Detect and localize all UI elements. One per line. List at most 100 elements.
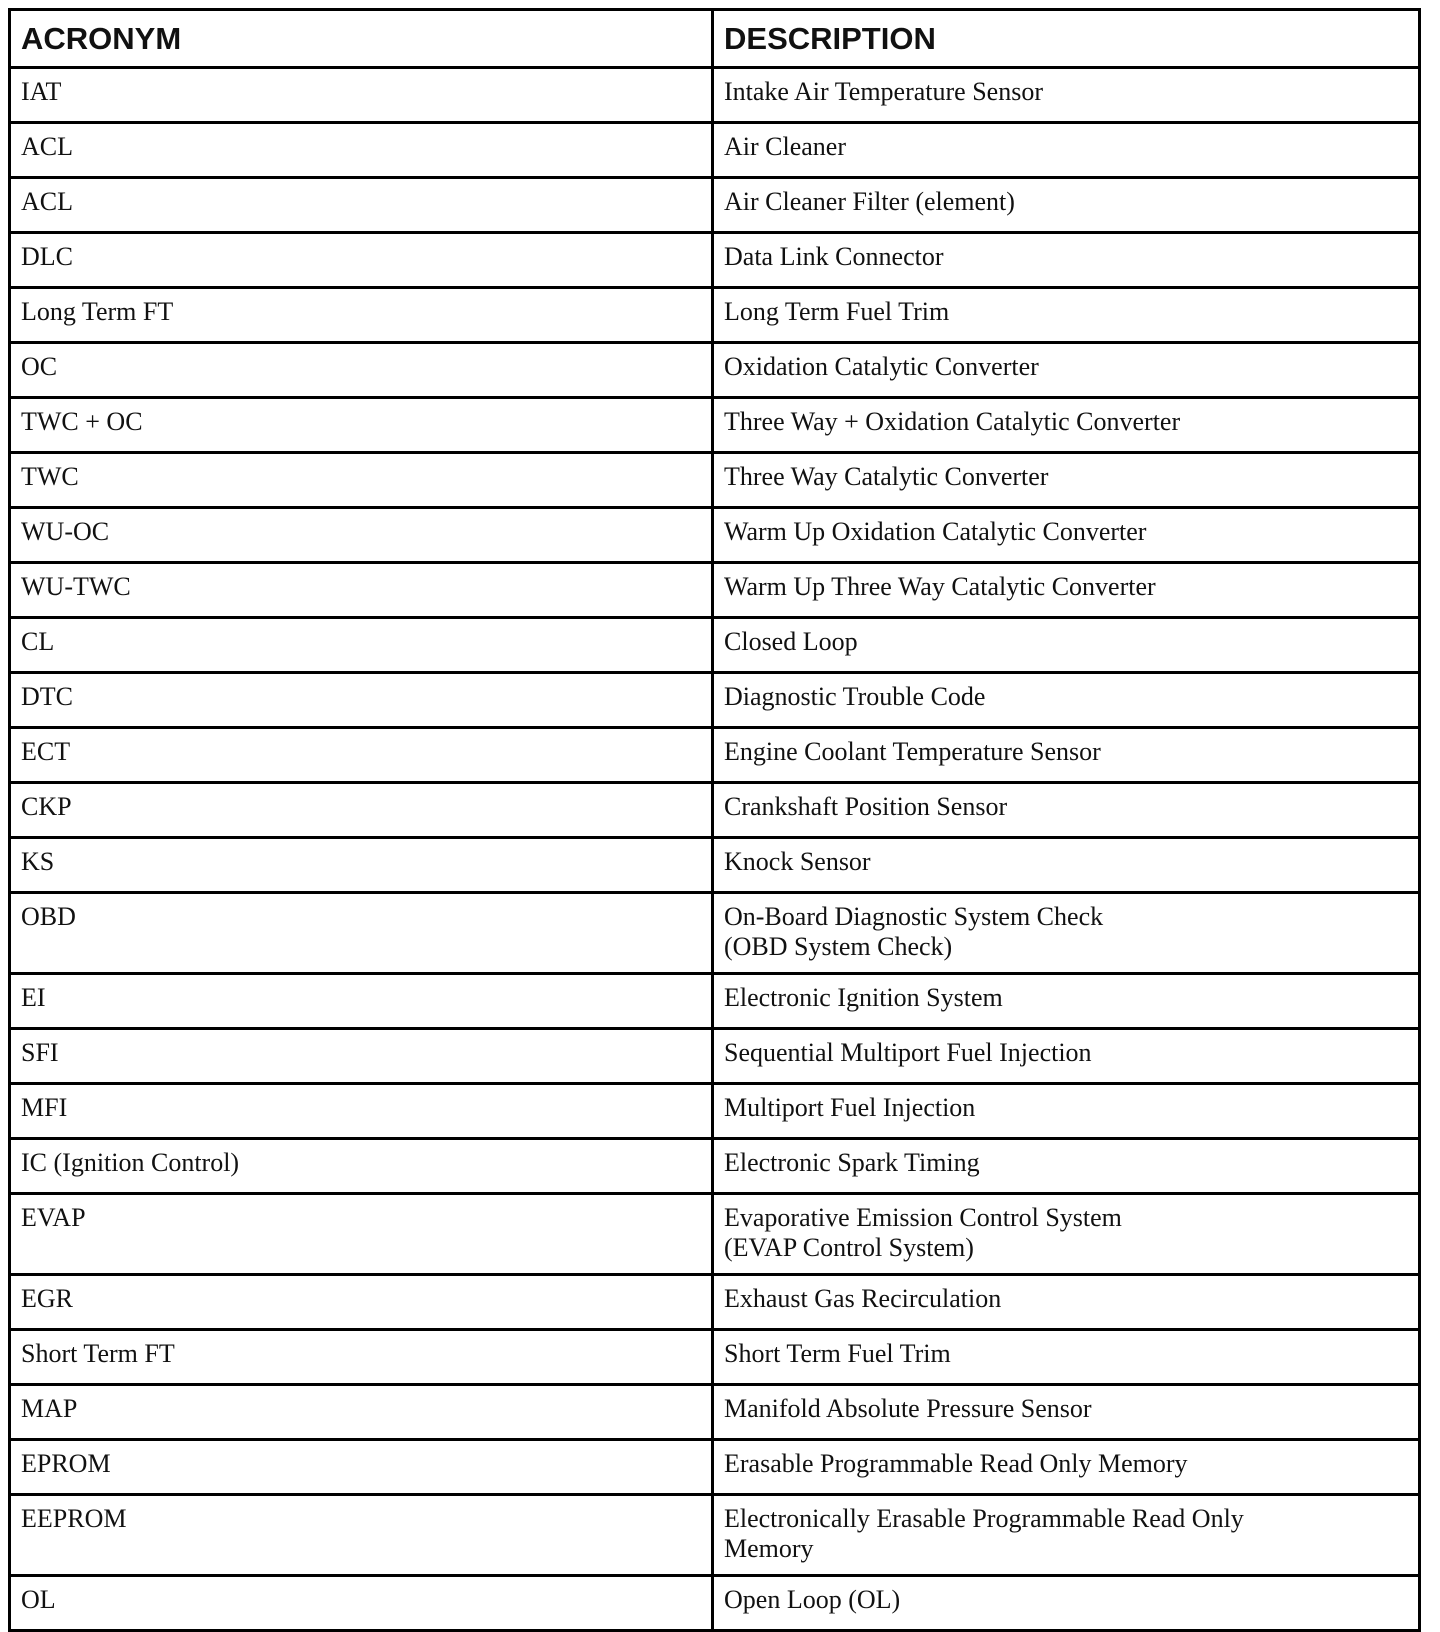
description-line: Oxidation Catalytic Converter: [724, 352, 1039, 381]
table-row: DTC Diagnostic Trouble Code: [8, 671, 1421, 729]
description-line: Three Way Catalytic Converter: [724, 462, 1049, 491]
description-cell: Air Cleaner: [711, 121, 1421, 179]
header-acronym: ACRONYM: [8, 8, 714, 69]
description-cell: Knock Sensor: [711, 836, 1421, 894]
acronym-cell: Short Term FT: [8, 1328, 714, 1386]
table-row: EI Electronic Ignition System: [8, 972, 1421, 1030]
description-line: On-Board Diagnostic System Check: [724, 902, 1104, 931]
description-cell: Air Cleaner Filter (element): [711, 176, 1421, 234]
description-cell: Electronically Erasable Programmable Rea…: [711, 1493, 1421, 1577]
description-line: Warm Up Oxidation Catalytic Converter: [724, 517, 1147, 546]
description-cell: Data Link Connector: [711, 231, 1421, 289]
description-cell: Evaporative Emission Control System (EVAP…: [711, 1192, 1421, 1276]
acronym-cell: MFI: [8, 1082, 714, 1140]
table-row: TWC + OC Three Way + Oxidation Catalytic …: [8, 396, 1421, 454]
table-row: Short Term FT Short Term Fuel Trim: [8, 1328, 1421, 1386]
acronym-cell: KS: [8, 836, 714, 894]
table-row: WU-TWC Warm Up Three Way Catalytic Conver…: [8, 561, 1421, 619]
acronym-cell: IAT: [8, 66, 714, 124]
description-cell: Three Way Catalytic Converter: [711, 451, 1421, 509]
description-cell: Electronic Spark Timing: [711, 1137, 1421, 1195]
description-cell: Warm Up Three Way Catalytic Converter: [711, 561, 1421, 619]
description-cell: Manifold Absolute Pressure Sensor: [711, 1383, 1421, 1441]
acronym-cell: Long Term FT: [8, 286, 714, 344]
acronym-cell: CKP: [8, 781, 714, 839]
description-cell: Sequential Multiport Fuel Injection: [711, 1027, 1421, 1085]
description-cell: Intake Air Temperature Sensor: [711, 66, 1421, 124]
acronym-cell: WU-TWC: [8, 561, 714, 619]
acronym-cell: MAP: [8, 1383, 714, 1441]
acronym-cell: EVAP: [8, 1192, 714, 1276]
table-row: OC Oxidation Catalytic Converter: [8, 341, 1421, 399]
table-row: IAT Intake Air Temperature Sensor: [8, 66, 1421, 124]
description-cell: On-Board Diagnostic System Check (OBD Sys…: [711, 891, 1421, 975]
table-row: ACL Air Cleaner Filter (element): [8, 176, 1421, 234]
description-cell: Crankshaft Position Sensor: [711, 781, 1421, 839]
acronym-cell: ACL: [8, 176, 714, 234]
acronym-cell: OC: [8, 341, 714, 399]
description-cell: Erasable Programmable Read Only Memory: [711, 1438, 1421, 1496]
table-row: CKP Crankshaft Position Sensor: [8, 781, 1421, 839]
description-line: Erasable Programmable Read Only Memory: [724, 1449, 1188, 1478]
description-cell: Short Term Fuel Trim: [711, 1328, 1421, 1386]
acronym-cell: TWC: [8, 451, 714, 509]
description-line: Short Term Fuel Trim: [724, 1339, 951, 1368]
description-line: Manifold Absolute Pressure Sensor: [724, 1394, 1092, 1423]
description-line: Closed Loop: [724, 627, 858, 656]
description-cell: Open Loop (OL): [711, 1574, 1421, 1632]
acronym-cell: EGR: [8, 1273, 714, 1331]
description-cell: Oxidation Catalytic Converter: [711, 341, 1421, 399]
description-line-2: Memory: [724, 1534, 814, 1563]
acronym-cell: OL: [8, 1574, 714, 1632]
description-line: Diagnostic Trouble Code: [724, 682, 986, 711]
description-line: Long Term Fuel Trim: [724, 297, 950, 326]
description-line-2: (EVAP Control System): [724, 1233, 974, 1262]
description-line: Data Link Connector: [724, 242, 944, 271]
description-line: Air Cleaner: [724, 132, 847, 161]
acronym-cell: EI: [8, 972, 714, 1030]
acronym-cell: WU-OC: [8, 506, 714, 564]
table-row: WU-OC Warm Up Oxidation Catalytic Convert…: [8, 506, 1421, 564]
acronym-cell: DTC: [8, 671, 714, 729]
description-line: Exhaust Gas Recirculation: [724, 1284, 1002, 1313]
acronym-cell: DLC: [8, 231, 714, 289]
description-line: Knock Sensor: [724, 847, 871, 876]
description-cell: Multiport Fuel Injection: [711, 1082, 1421, 1140]
acronym-cell: OBD: [8, 891, 714, 975]
description-line: Air Cleaner Filter (element): [724, 187, 1015, 216]
table-row: ECT Engine Coolant Temperature Sensor: [8, 726, 1421, 784]
table-row: IC (Ignition Control) Electronic Spark Ti…: [8, 1137, 1421, 1195]
table-row: SFI Sequential Multiport Fuel Injection: [8, 1027, 1421, 1085]
acronym-cell: IC (Ignition Control): [8, 1137, 714, 1195]
header-row: ACRONYM DESCRIPTION: [8, 8, 1421, 69]
description-line: Electronic Ignition System: [724, 983, 1003, 1012]
description-line: Warm Up Three Way Catalytic Converter: [724, 572, 1156, 601]
table-row: TWC Three Way Catalytic Converter: [8, 451, 1421, 509]
description-line: Multiport Fuel Injection: [724, 1093, 976, 1122]
acronym-cell: SFI: [8, 1027, 714, 1085]
description-line: Three Way + Oxidation Catalytic Converte…: [724, 407, 1181, 436]
table-row: EVAP Evaporative Emission Control System(…: [8, 1192, 1421, 1276]
table-row: OBD On-Board Diagnostic System Check (OBD …: [8, 891, 1421, 975]
acronym-table: ACRONYM DESCRIPTION IAT Intake Air Temper…: [8, 8, 1421, 1632]
description-cell: Closed Loop: [711, 616, 1421, 674]
description-line: Crankshaft Position Sensor: [724, 792, 1008, 821]
description-line: Open Loop (OL): [724, 1585, 901, 1614]
table-row: MFI Multiport Fuel Injection: [8, 1082, 1421, 1140]
description-cell: Engine Coolant Temperature Sensor: [711, 726, 1421, 784]
description-cell: Exhaust Gas Recirculation: [711, 1273, 1421, 1331]
acronym-cell: ECT: [8, 726, 714, 784]
description-line: Evaporative Emission Control System: [724, 1203, 1122, 1232]
acronym-cell: CL: [8, 616, 714, 674]
acronym-cell: ACL: [8, 121, 714, 179]
description-cell: Long Term Fuel Trim: [711, 286, 1421, 344]
table-row: CL Closed Loop: [8, 616, 1421, 674]
description-line: Intake Air Temperature Sensor: [724, 77, 1043, 106]
acronym-cell: EPROM: [8, 1438, 714, 1496]
description-cell: Three Way + Oxidation Catalytic Converte…: [711, 396, 1421, 454]
table-row: KS Knock Sensor: [8, 836, 1421, 894]
table-row: MAP Manifold Absolute Pressure Sensor: [8, 1383, 1421, 1441]
table-row: ACL Air Cleaner: [8, 121, 1421, 179]
description-cell: Diagnostic Trouble Code: [711, 671, 1421, 729]
acronym-cell: TWC + OC: [8, 396, 714, 454]
